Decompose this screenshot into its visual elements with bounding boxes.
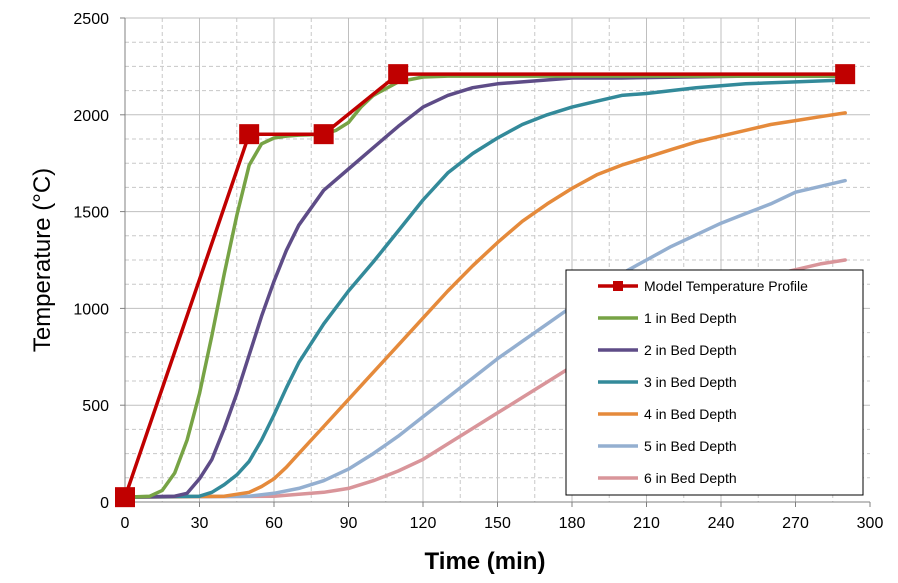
data-point-marker: [388, 64, 409, 85]
x-tick-label: 300: [857, 515, 884, 532]
series-3: [123, 74, 847, 499]
y-tick-labels: 0 500 1000 1500 2000 2500: [73, 11, 109, 512]
series-5: [123, 111, 847, 499]
x-tick-labels: 0 30 60 90 120 150 180 210 240 270 300: [121, 515, 884, 532]
x-tick-label: 270: [782, 515, 809, 532]
y-tick-label: 2500: [73, 11, 109, 28]
legend-label: 4 in Bed Depth: [644, 406, 737, 422]
series-line: [123, 178, 847, 499]
legend-item: 2 in Bed Depth: [598, 342, 737, 358]
legend-item: 1 in Bed Depth: [598, 310, 737, 326]
data-point-marker: [239, 124, 260, 145]
x-tick-label: 30: [191, 515, 209, 532]
y-axis-title: Temperature (°C): [29, 168, 56, 352]
x-tick-label: 0: [121, 515, 130, 532]
x-tick-label: 120: [410, 515, 437, 532]
legend-label: 6 in Bed Depth: [644, 470, 737, 486]
x-tick-label: 240: [708, 515, 735, 532]
y-tick-label: 0: [100, 495, 109, 512]
legend-label: 2 in Bed Depth: [644, 342, 737, 358]
x-tick-label: 180: [559, 515, 586, 532]
data-point-marker: [835, 64, 856, 85]
series-4: [123, 78, 847, 499]
x-axis-title: Time (min): [425, 548, 546, 575]
series-6: [123, 178, 847, 499]
series-line: [123, 78, 847, 499]
plot-series: [115, 64, 856, 508]
series-1: [115, 64, 856, 508]
series-line: [123, 74, 847, 499]
data-point-marker: [115, 487, 135, 508]
x-tick-label: 150: [484, 515, 511, 532]
x-tick-label: 210: [633, 515, 660, 532]
legend-label: 1 in Bed Depth: [644, 310, 737, 326]
legend-item: 6 in Bed Depth: [598, 470, 737, 486]
series-line: [123, 111, 847, 499]
y-tick-label: 2000: [73, 108, 109, 125]
legend-item: Model Temperature Profile: [598, 278, 808, 294]
legend-marker: [613, 281, 623, 291]
y-tick-label: 500: [82, 398, 109, 415]
y-tick-label: 1000: [73, 301, 109, 318]
legend-item: 5 in Bed Depth: [598, 438, 737, 454]
data-point-marker: [313, 124, 334, 145]
legend-label: 5 in Bed Depth: [644, 438, 737, 454]
x-tick-label: 60: [265, 515, 283, 532]
legend-item: 4 in Bed Depth: [598, 406, 737, 422]
legend-item: 3 in Bed Depth: [598, 374, 737, 390]
legend-label: Model Temperature Profile: [644, 278, 808, 294]
x-tick-label: 90: [340, 515, 358, 532]
y-tick-label: 1500: [73, 205, 109, 222]
legend: Model Temperature Profile 1 in Bed Depth 2…: [565, 269, 864, 496]
legend-label: 3 in Bed Depth: [644, 374, 737, 390]
